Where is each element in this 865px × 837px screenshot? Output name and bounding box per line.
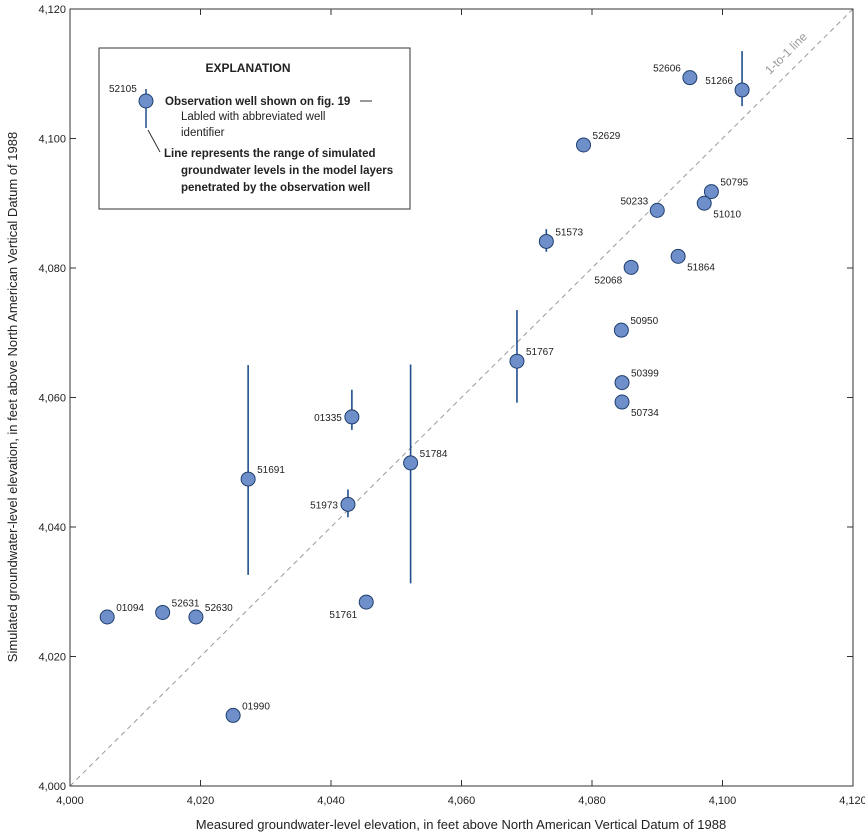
point-52068 [623, 259, 639, 275]
point-51973 [340, 496, 356, 512]
point-label-51010: 51010 [713, 209, 741, 220]
point-label-01094: 01094 [116, 603, 144, 614]
x-tick-label: 4,040 [317, 795, 345, 807]
x-tick-label: 4,000 [56, 795, 84, 807]
point-50795 [703, 184, 719, 200]
legend-line5: groundwater levels in the model layers [181, 165, 393, 177]
point-label-50795: 50795 [720, 178, 748, 189]
point-label-50399: 50399 [631, 369, 659, 380]
point-51010 [696, 195, 712, 211]
point-51784 [403, 455, 419, 471]
point-label-01990: 01990 [242, 701, 270, 712]
x-tick-label: 4,080 [578, 795, 606, 807]
legend-line1: Observation well shown on fig. 19 [165, 96, 350, 108]
point-01990 [225, 707, 241, 723]
point-52606 [682, 70, 698, 86]
point-label-51761: 51761 [329, 610, 357, 621]
y-tick-label: 4,120 [38, 4, 66, 16]
legend-leader-2 [147, 129, 161, 153]
y-tick-label: 4,080 [38, 263, 66, 275]
point-52631 [155, 604, 171, 620]
point-51864 [670, 248, 686, 264]
point-label-50233: 50233 [620, 196, 648, 207]
point-label-52606: 52606 [653, 64, 681, 75]
point-label-52631: 52631 [172, 598, 200, 609]
legend-line4: Line represents the range of simulated [164, 148, 376, 160]
data-points [99, 70, 750, 723]
point-51691 [240, 471, 256, 487]
point-51767 [509, 353, 525, 369]
legend-sample-marker [138, 93, 154, 109]
one-to-one-label: 1-to-1 line [762, 29, 810, 77]
point-52630 [188, 609, 204, 625]
point-51761 [358, 594, 374, 610]
x-tick-label: 4,120 [839, 795, 865, 807]
legend-title: EXPLANATION [205, 61, 290, 75]
point-label-01335: 01335 [314, 413, 342, 424]
point-50950 [613, 322, 629, 338]
x-tick-label: 4,020 [187, 795, 215, 807]
point-label-50734: 50734 [631, 408, 659, 419]
point-51266 [734, 82, 750, 98]
y-tick-label: 4,100 [38, 134, 66, 146]
y-tick-label: 4,000 [38, 781, 66, 793]
point-label-52068: 52068 [594, 275, 622, 286]
y-axis-title: Simulated groundwater-level elevation, i… [5, 132, 20, 662]
legend-sample-id: 52105 [109, 84, 137, 95]
x-axis: 4,000 4,020 4,040 4,060 4,080 4,100 4,120 [56, 9, 865, 807]
legend-line3: identifier [181, 127, 225, 139]
point-label-51864: 51864 [687, 262, 715, 273]
point-label-51266: 51266 [705, 76, 733, 87]
point-51573 [538, 233, 554, 249]
point-50399 [614, 375, 630, 391]
point-01335 [344, 409, 360, 425]
x-tick-label: 4,060 [448, 795, 476, 807]
point-label-51573: 51573 [555, 227, 583, 238]
y-axis: 4,000 4,020 4,040 4,060 4,080 4,100 4,120 [38, 4, 853, 793]
point-label-51784: 51784 [420, 449, 448, 460]
legend-line2: Labled with abbreviated well [181, 111, 325, 123]
x-tick-label: 4,100 [709, 795, 737, 807]
y-tick-label: 4,040 [38, 522, 66, 534]
point-label-51767: 51767 [526, 347, 554, 358]
point-label-52630: 52630 [205, 603, 233, 614]
point-label-50950: 50950 [630, 316, 658, 327]
point-50233 [649, 202, 665, 218]
x-axis-title: Measured groundwater-level elevation, in… [196, 817, 726, 832]
y-tick-label: 4,020 [38, 652, 66, 664]
point-label-51973: 51973 [310, 500, 338, 511]
legend-line6: penetrated by the observation well [181, 182, 370, 194]
one-to-one-line [69, 8, 854, 787]
point-label-51691: 51691 [257, 465, 285, 476]
point-labels: 52606 51266 52629 50795 50233 51010 51573 52068… [116, 64, 748, 713]
point-50734 [614, 394, 630, 410]
point-label-52629: 52629 [593, 131, 621, 142]
legend-box [98, 47, 411, 210]
legend: EXPLANATION 52105 Observation well shown… [98, 47, 411, 210]
point-52629 [576, 137, 592, 153]
point-01094 [99, 609, 115, 625]
y-tick-label: 4,060 [38, 393, 66, 405]
